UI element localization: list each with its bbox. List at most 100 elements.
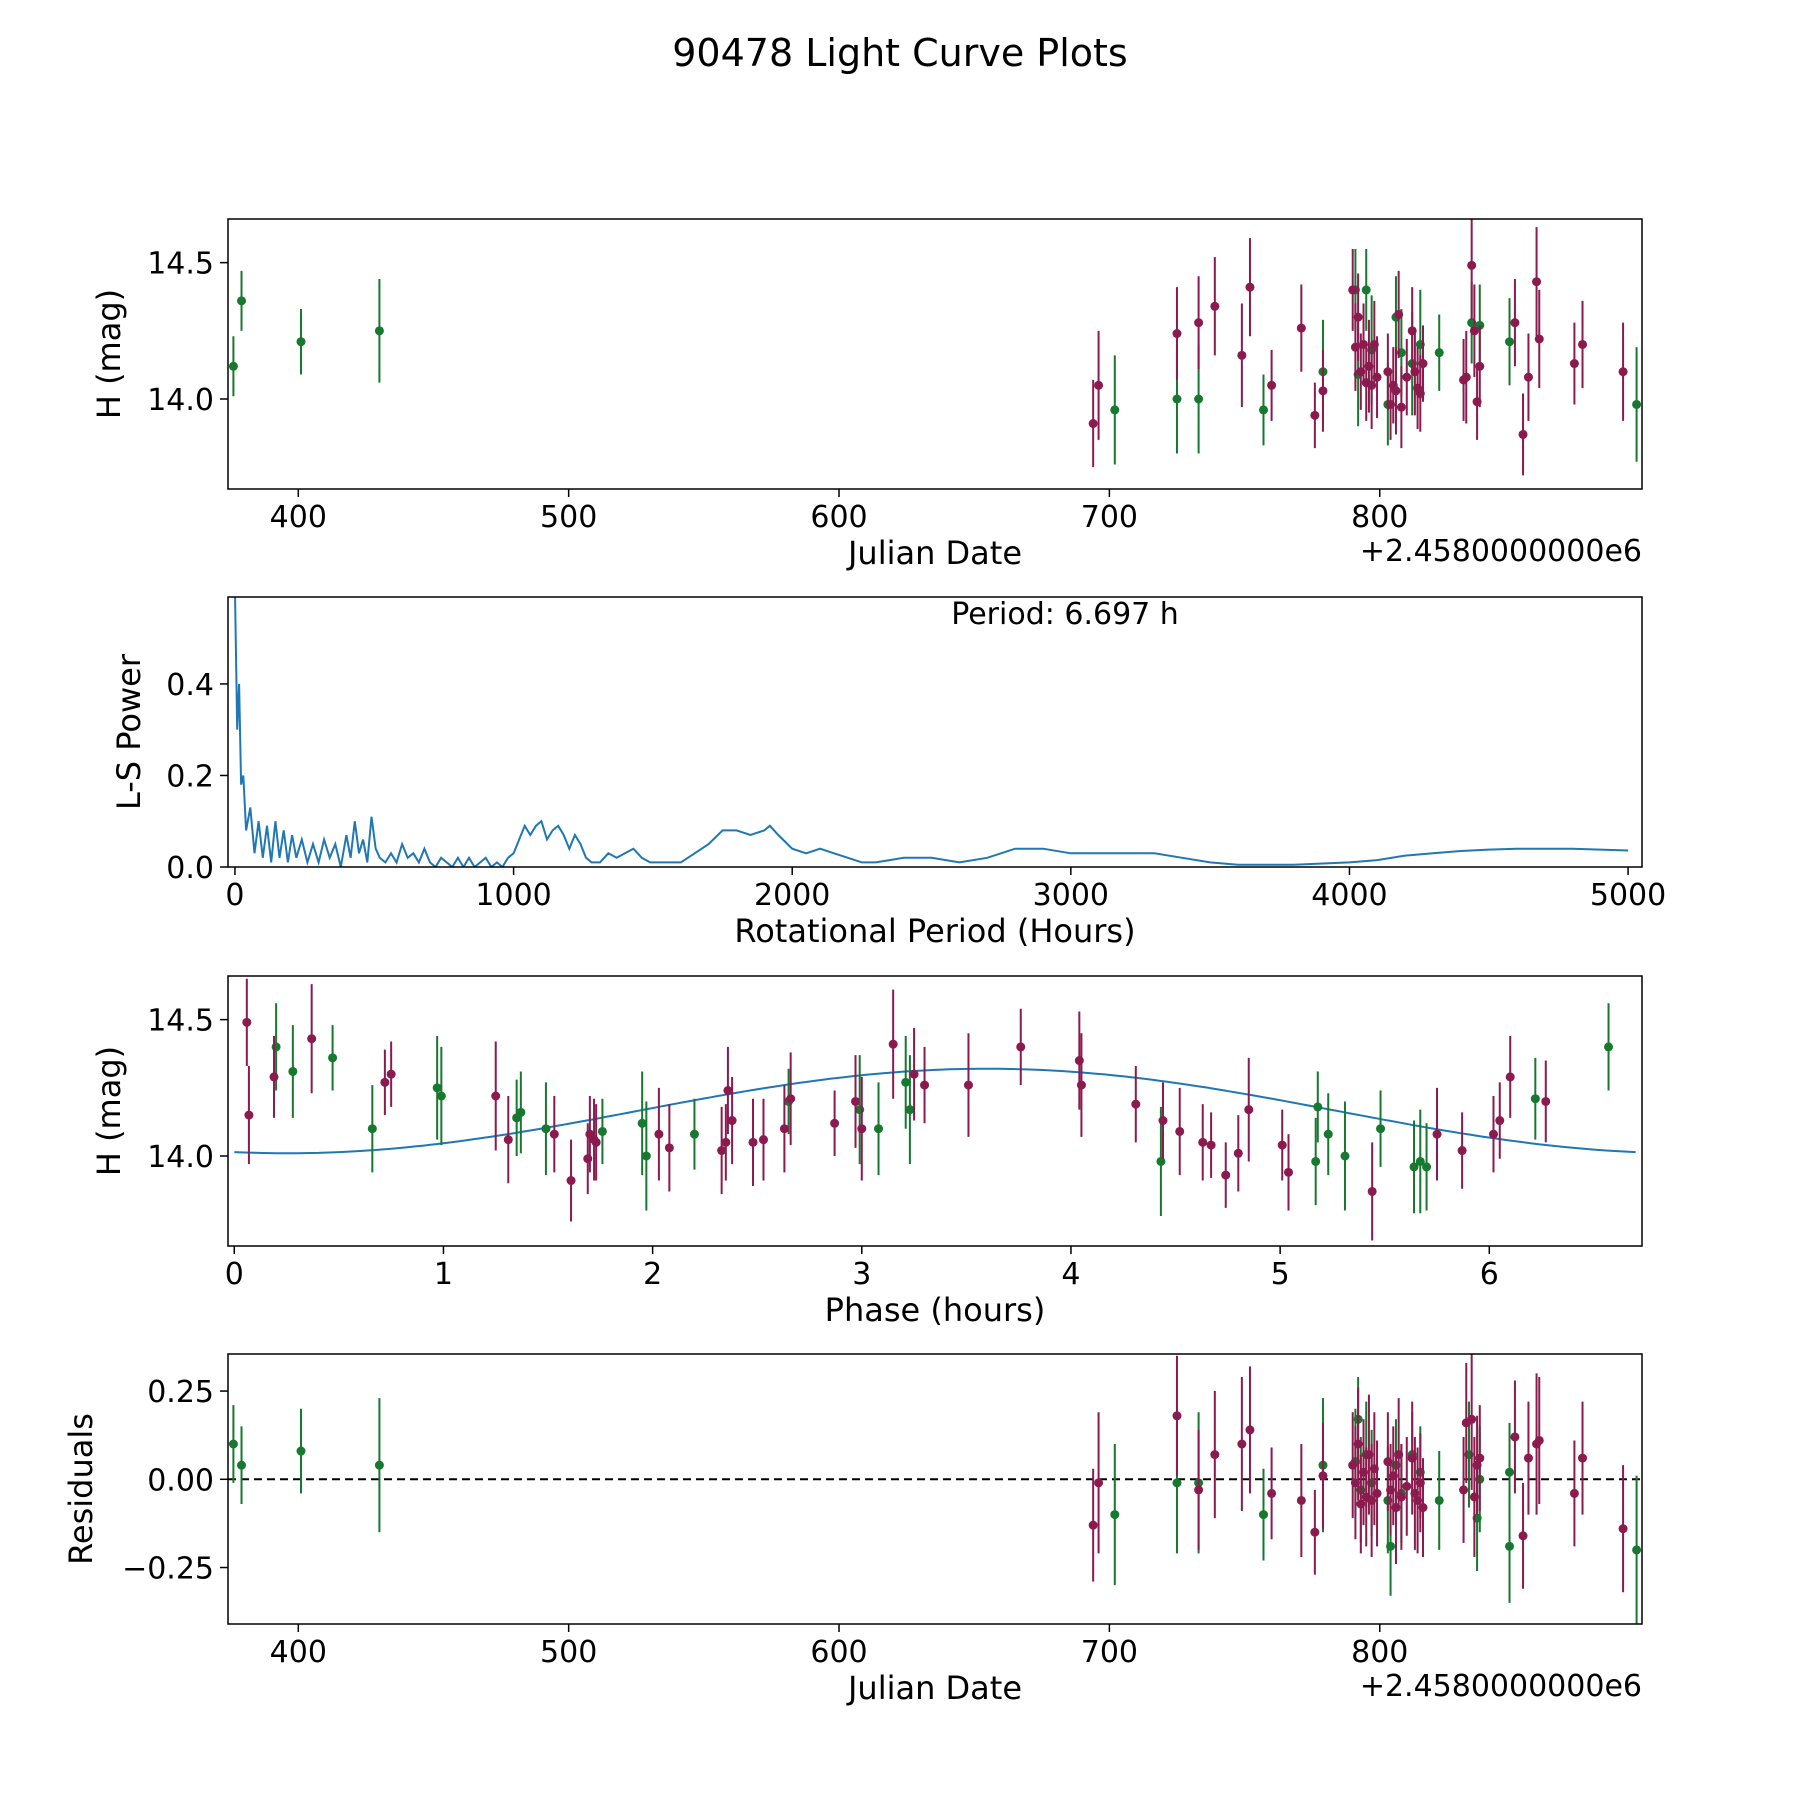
maroon-data-point (1353, 1439, 1363, 1449)
maroon-data-point (909, 1069, 919, 1079)
x-axis-label: Julian Date (846, 1669, 1022, 1707)
timeseries-axes-frame (227, 218, 1643, 490)
x-axis-label: Phase (hours) (825, 1291, 1046, 1329)
green-data-point (436, 1091, 446, 1101)
green-series (228, 1376, 1642, 1624)
x-tick-label: 0 (225, 1257, 244, 1292)
y-tick-label: 14.0 (147, 383, 214, 418)
fit-curve (234, 1067, 1636, 1155)
green-data-point (432, 1083, 442, 1093)
green-data-point (1604, 1042, 1614, 1052)
maroon-data-point (244, 1110, 254, 1120)
y-tick-label: −0.25 (122, 1552, 214, 1587)
green-data-point (228, 361, 238, 371)
maroon-data-point (1578, 339, 1588, 349)
x-tick-label: 2 (643, 1257, 662, 1292)
maroon-data-point (1505, 1072, 1515, 1082)
maroon-data-point (1245, 1425, 1255, 1435)
maroon-data-point (1467, 260, 1477, 270)
x-axis-label: Rotational Period (Hours) (734, 912, 1135, 950)
maroon-data-point (1206, 1140, 1216, 1150)
green-data-point (689, 1129, 699, 1139)
maroon-data-point (1510, 1432, 1520, 1442)
x-axis-offset-label: +2.4580000000e6 (1360, 534, 1642, 569)
x-tick-label: 400 (270, 1635, 327, 1670)
maroon-data-point (1237, 1439, 1247, 1449)
maroon-data-point (1310, 1527, 1320, 1537)
green-data-point (1172, 394, 1182, 404)
maroon-data-point (1396, 402, 1406, 412)
periodogram-plot-area (234, 597, 1629, 867)
maroon-data-point (1237, 350, 1247, 360)
maroon-data-point (1158, 1116, 1168, 1126)
green-data-point (1386, 1541, 1396, 1551)
green-data-point (637, 1118, 647, 1128)
green-data-point (237, 1460, 247, 1470)
maroon-data-point (721, 1137, 731, 1147)
maroon-data-point (1353, 312, 1363, 322)
x-tick-label: 1000 (475, 878, 551, 913)
maroon-data-point (1221, 1170, 1231, 1180)
x-tick-label: 800 (1351, 1635, 1408, 1670)
green-data-point (367, 1124, 377, 1134)
maroon-data-point (748, 1137, 758, 1147)
x-axis-offset-label: +2.4580000000e6 (1360, 1669, 1642, 1704)
x-tick-label: 800 (1351, 500, 1408, 535)
maroon-data-point (1523, 1453, 1533, 1463)
maroon-data-point (830, 1118, 840, 1128)
maroon-data-point (664, 1143, 674, 1153)
green-data-point (271, 1042, 281, 1052)
green-data-point (541, 1124, 551, 1134)
maroon-data-point (269, 1072, 279, 1082)
green-data-point (1434, 348, 1444, 358)
figure-title: 90478 Light Curve Plots (672, 31, 1127, 75)
green-data-point (1376, 1124, 1386, 1134)
maroon-data-point (307, 1034, 317, 1044)
green-data-point (1311, 1156, 1321, 1166)
x-tick-label: 700 (1081, 1635, 1138, 1670)
maroon-data-point (1495, 1116, 1505, 1126)
maroon-data-point (1194, 1485, 1204, 1495)
maroon-data-point (566, 1176, 576, 1186)
x-tick-label: 2000 (754, 878, 830, 913)
maroon-data-point (1372, 372, 1382, 382)
green-data-point (901, 1077, 911, 1087)
maroon-data-point (1172, 329, 1182, 339)
periodogram-panel: 0 1000 2000 3000 4000 5000 0.0 0.2 0.4 Rotational… (110, 596, 1666, 950)
maroon-data-point (1418, 1503, 1428, 1513)
maroon-data-point (1532, 277, 1542, 287)
green-data-point (1422, 1162, 1432, 1172)
x-tick-label: 400 (270, 500, 327, 535)
green-data-point (1110, 1510, 1120, 1520)
green-data-point (1156, 1156, 1166, 1166)
maroon-data-point (591, 1137, 601, 1147)
y-tick-label: 14.5 (147, 247, 214, 282)
x-tick-label: 600 (810, 1635, 867, 1670)
green-data-point (1313, 1102, 1323, 1112)
green-series (228, 249, 1642, 465)
maroon-data-point (857, 1124, 867, 1134)
maroon-data-point (1523, 372, 1533, 382)
maroon-series (1088, 1354, 1628, 1593)
maroon-series (242, 978, 1551, 1241)
maroon-data-point (963, 1080, 973, 1090)
green-data-point (1505, 337, 1515, 347)
phase-panel: 0 1 2 3 4 5 6 14.0 14.5 Phase (hours) H (mag) (90, 975, 1643, 1329)
period-annotation: Period: 6.697 h (951, 597, 1179, 632)
green-data-point (1434, 1495, 1444, 1505)
maroon-data-point (1518, 1531, 1528, 1541)
maroon-data-point (380, 1077, 390, 1087)
maroon-data-point (1457, 1146, 1467, 1156)
maroon-data-point (1284, 1167, 1293, 1177)
green-data-point (855, 1105, 865, 1115)
maroon-data-point (723, 1086, 733, 1096)
maroon-data-point (1534, 334, 1544, 344)
residuals-plot-area (228, 1354, 1642, 1624)
maroon-data-point (1488, 1129, 1498, 1139)
y-axis-label: H (mag) (90, 289, 128, 419)
maroon-data-point (758, 1135, 768, 1145)
x-axis-label: Julian Date (846, 534, 1022, 572)
y-tick-label: 14.5 (147, 1004, 214, 1039)
x-tick-label: 500 (540, 500, 597, 535)
green-data-point (1340, 1151, 1350, 1161)
